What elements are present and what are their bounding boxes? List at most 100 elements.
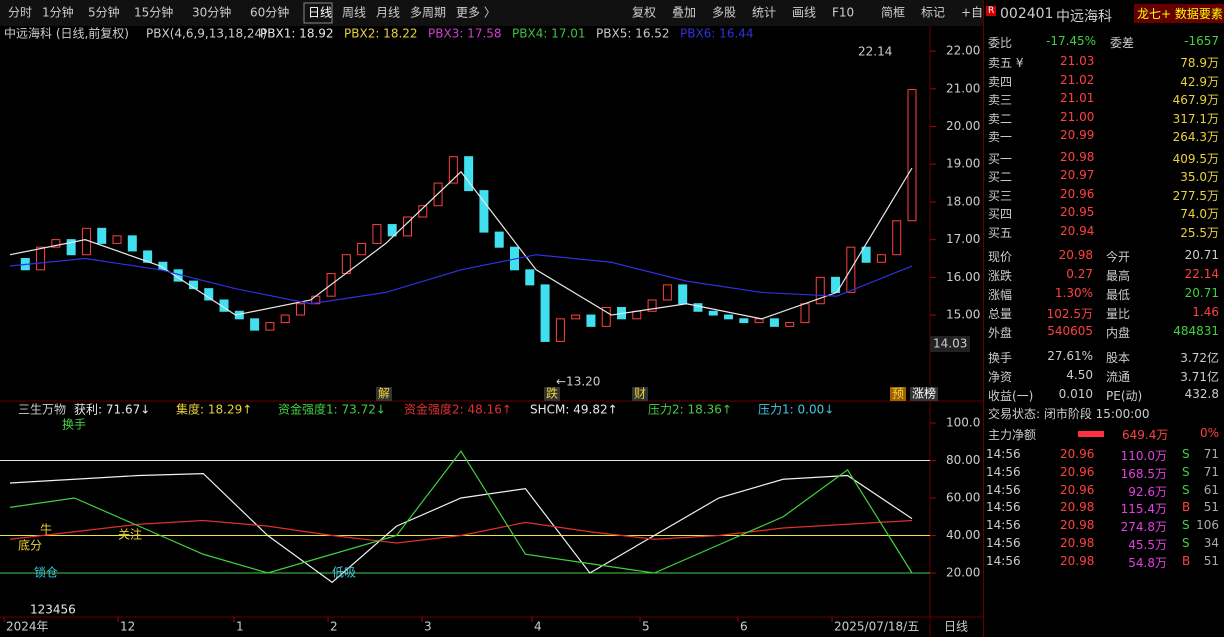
indicator-line xyxy=(9,450,913,574)
tool-button[interactable]: 画线 xyxy=(792,6,816,20)
tool-button[interactable]: 复权 xyxy=(632,6,656,20)
period-tab[interactable]: 更多 〉 xyxy=(456,6,496,20)
marker: 跌 xyxy=(546,386,558,401)
stat-label: 现价 xyxy=(988,250,1013,264)
stock-name: 中远海科 xyxy=(1056,9,1112,25)
flow-bar xyxy=(1078,431,1104,437)
tool-button[interactable]: +自选 xyxy=(961,6,983,20)
y-tick-label: 80.00 xyxy=(946,453,980,467)
x-tick-label: 2025/07/18/五 xyxy=(834,620,919,634)
book-label: 卖一 xyxy=(988,130,1013,144)
tool-button[interactable]: 标记 xyxy=(921,6,945,20)
indicator-value: 资金强度1: 73.72↓ xyxy=(278,402,386,417)
ma-line xyxy=(9,254,913,305)
tool-button[interactable]: 叠加 xyxy=(672,6,696,20)
candle xyxy=(97,227,107,244)
book-volume: 25.5万 xyxy=(1180,225,1219,240)
ratio-value: -17.45% xyxy=(1046,34,1097,48)
tool-button[interactable]: F10 xyxy=(832,6,854,20)
tick-volume: 274.8万 xyxy=(1120,520,1167,535)
book-price: 21.00 xyxy=(1060,109,1095,124)
y-tick-label: 21.00 xyxy=(946,81,980,95)
book-label: 买五 xyxy=(988,225,1013,240)
period-tab[interactable]: 30分钟 xyxy=(192,5,231,20)
tick-side: S xyxy=(1182,536,1190,550)
candle xyxy=(357,242,367,256)
period-tab[interactable]: 周线 xyxy=(342,6,366,20)
candle xyxy=(127,235,137,252)
period-tab[interactable]: 分时 xyxy=(8,6,32,20)
tick-count: 51 xyxy=(1203,553,1219,568)
quote-panel: R 002401 中远海科 龙七+ 数据要素 委比 -17.45% 委差 -1657 卖五 ¥ 2… xyxy=(983,0,1224,637)
candle xyxy=(601,307,611,327)
stat-value: 4.50 xyxy=(1066,368,1093,382)
book-label: 卖二 xyxy=(988,111,1013,126)
stat-label: 涨跌 xyxy=(988,269,1013,283)
period-tab[interactable]: 多周期 xyxy=(410,6,446,20)
row-label: 委差 xyxy=(1110,36,1135,50)
signal-label: 牛 xyxy=(40,522,52,537)
flow-label: 主力净额 xyxy=(988,428,1037,442)
candle xyxy=(892,220,902,256)
candle xyxy=(662,284,672,301)
stat-label: 内盘 xyxy=(1106,326,1131,340)
tick-time: 14:56 xyxy=(986,447,1021,461)
candle xyxy=(647,299,657,312)
y-tick-label: 17.00 xyxy=(946,232,980,246)
stat-value: 22.14 xyxy=(1184,267,1219,281)
period-tab[interactable]: 5分钟 xyxy=(88,5,120,20)
signal-label: 关注 xyxy=(118,527,142,542)
signal-label: 换手 xyxy=(62,418,86,432)
tick-side: S xyxy=(1182,482,1190,497)
period-tab[interactable]: 月线 xyxy=(376,6,400,20)
candle xyxy=(876,254,886,263)
period-tab[interactable]: 日线 xyxy=(308,6,332,20)
stat-value: 0.010 xyxy=(1058,387,1093,401)
book-volume: 74.0万 xyxy=(1180,207,1219,221)
period-tab[interactable]: 15分钟 xyxy=(134,5,173,20)
book-label: 卖三 xyxy=(988,93,1013,107)
indicator-value: 获利: 71.67↓ xyxy=(74,403,150,417)
candle xyxy=(36,246,46,271)
period-tab[interactable]: 60分钟 xyxy=(250,5,289,20)
indicator-name: PBX(4,6,9,13,18,24) xyxy=(146,27,267,41)
candle xyxy=(372,224,382,244)
x-tick-label: 1 xyxy=(236,620,244,634)
tick-time: 14:56 xyxy=(986,464,1021,479)
book-price: 21.02 xyxy=(1060,72,1095,87)
candle xyxy=(907,89,917,222)
tick-time: 14:56 xyxy=(986,482,1021,497)
book-volume: 42.9万 xyxy=(1180,74,1219,89)
tool-button[interactable]: 多股 xyxy=(712,6,736,20)
stat-label: 股本 xyxy=(1106,351,1131,365)
tick-time: 14:56 xyxy=(986,536,1021,550)
legend-item: PBX4: 17.01 xyxy=(512,27,586,41)
stat-label: 换手 xyxy=(988,351,1013,365)
tick-volume: 92.6万 xyxy=(1128,484,1167,499)
stat-label: 净资 xyxy=(988,370,1013,384)
y-tick-label: 40.00 xyxy=(946,528,980,542)
candle xyxy=(265,322,275,331)
period-tab[interactable]: 1分钟 xyxy=(42,5,74,20)
tool-button[interactable]: 简框 xyxy=(881,6,905,20)
chart-area: 分时 1分钟 5分钟 15分钟 30分钟 60分钟 日线 周线 月线 多周期 更多 〉 复权 叠加 多股 统… xyxy=(0,0,983,637)
tick-count: 51 xyxy=(1203,500,1219,515)
marker-bg xyxy=(632,387,648,401)
x-tick-label: 12 xyxy=(120,620,135,634)
marker: 预 xyxy=(892,387,904,401)
legend-item: PBX5: 16.52 xyxy=(596,27,670,41)
indicator-value: 压力1: 0.00↓ xyxy=(758,403,834,417)
y-tick-label: 20.00 xyxy=(946,119,980,133)
tick-count: 61 xyxy=(1203,482,1219,497)
tick-price: 20.96 xyxy=(1060,482,1095,497)
book-price: 21.01 xyxy=(1060,91,1095,105)
stat-label: 今开 xyxy=(1106,250,1131,264)
y-tick-label: 16.00 xyxy=(946,270,980,284)
low-label: ←13.20 xyxy=(556,375,600,389)
stat-label: 收益(一) xyxy=(988,389,1034,403)
tick-price: 20.98 xyxy=(1060,553,1095,568)
tool-button[interactable]: 统计 xyxy=(752,6,776,20)
candle xyxy=(295,303,305,316)
active-tab xyxy=(303,2,333,24)
